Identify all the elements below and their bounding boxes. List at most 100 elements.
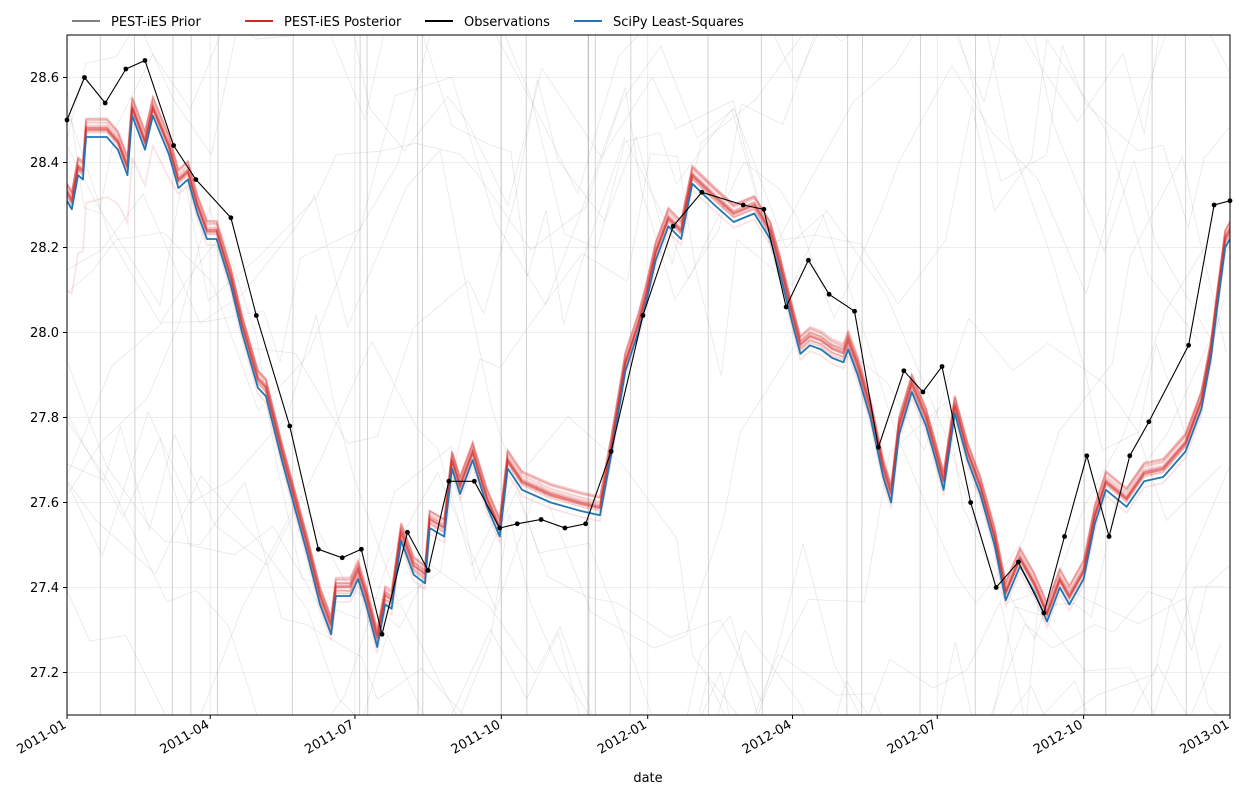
observation-point <box>1016 560 1021 565</box>
observation-point <box>287 424 292 429</box>
legend-label: Observations <box>464 15 550 30</box>
prior-realization <box>67 0 1214 345</box>
posterior-realization <box>67 109 1230 645</box>
observation-markers <box>65 58 1233 637</box>
prior-spike <box>134 35 135 715</box>
observation-point <box>1186 343 1191 348</box>
observation-point <box>1107 534 1112 539</box>
observation-point <box>901 368 906 373</box>
observation-point <box>609 449 614 454</box>
prior-spike <box>172 35 173 715</box>
posterior-realization <box>67 109 1230 637</box>
y-tick-label: 28.4 <box>30 156 59 171</box>
observation-point <box>968 500 973 505</box>
legend-label: SciPy Least-Squares <box>613 15 744 30</box>
observation-point <box>340 555 345 560</box>
observation-point <box>994 585 999 590</box>
y-tick-label: 27.4 <box>30 581 59 596</box>
prior-spike <box>847 35 848 715</box>
prior-spike <box>1185 35 1186 715</box>
observation-point <box>143 58 148 63</box>
legend: PEST-iES Prior PEST-iES Posterior Observat… <box>72 15 744 30</box>
series-lines <box>67 61 1230 648</box>
prior-spike <box>360 35 361 715</box>
observation-point <box>1212 203 1217 208</box>
observation-point <box>1062 534 1067 539</box>
observation-point <box>171 143 176 148</box>
observation-point <box>254 313 259 318</box>
prior-spike <box>630 35 631 715</box>
observation-point <box>852 309 857 314</box>
y-tick-label: 28.2 <box>30 241 59 256</box>
x-axis: 2011-01 2011-04 2011-07 2011-10 2012-01 2012-… <box>14 715 1232 758</box>
observation-point <box>193 177 198 182</box>
prior-realization <box>67 108 1221 755</box>
observation-point <box>316 547 321 552</box>
legend-label: PEST-iES Posterior <box>284 15 402 30</box>
observation-point <box>515 521 520 526</box>
observation-point <box>827 292 832 297</box>
prior-realization <box>67 0 1216 324</box>
observation-point <box>497 526 502 531</box>
x-tick-label: 2013-01 <box>1177 717 1232 757</box>
observation-point <box>876 445 881 450</box>
y-axis: 27.227.427.627.828.028.228.428.6 <box>30 71 67 681</box>
observation-point <box>761 207 766 212</box>
posterior-realization <box>67 108 1230 642</box>
posterior-realization <box>67 108 1230 639</box>
y-tick-label: 27.2 <box>30 666 59 681</box>
observation-point <box>1146 419 1151 424</box>
x-tick-label: 2011-07 <box>302 717 357 757</box>
observation-point <box>359 547 364 552</box>
prior-spike <box>417 35 418 715</box>
y-tick-label: 28.6 <box>30 71 59 86</box>
x-tick-label: 2011-10 <box>449 717 504 757</box>
observation-point <box>563 526 568 531</box>
y-tick-label: 28.0 <box>30 326 59 341</box>
legend-label: PEST-iES Prior <box>111 15 201 30</box>
observation-point <box>405 530 410 535</box>
series-line-observations <box>67 61 1230 635</box>
observation-point <box>472 479 477 484</box>
prior-realization <box>67 154 1206 639</box>
observation-point <box>1041 611 1046 616</box>
posterior-realization <box>67 104 1230 635</box>
observation-point <box>921 390 926 395</box>
observation-point <box>784 305 789 310</box>
prior-spike <box>708 35 709 715</box>
posterior-realization <box>67 99 1230 635</box>
x-tick-label: 2011-04 <box>158 717 213 757</box>
y-tick-label: 27.8 <box>30 411 59 426</box>
observation-point <box>806 258 811 263</box>
plot-frame <box>67 35 1230 715</box>
posterior-realization <box>67 109 1230 638</box>
observation-point <box>741 203 746 208</box>
prior-realization <box>67 150 1210 755</box>
observation-point <box>671 224 676 229</box>
observation-point <box>1084 453 1089 458</box>
prior-spike <box>217 35 218 715</box>
prior-spike <box>761 35 762 715</box>
observation-point <box>380 632 385 637</box>
x-tick-label: 2012-01 <box>595 717 650 757</box>
observation-point <box>123 67 128 72</box>
grid <box>67 35 1230 715</box>
observation-point <box>103 101 108 106</box>
observation-point <box>583 521 588 526</box>
observation-point <box>940 364 945 369</box>
observation-point <box>699 190 704 195</box>
prior-spike <box>292 35 293 715</box>
prior-ensemble <box>67 0 1239 755</box>
observation-point <box>1127 453 1132 458</box>
prior-realization <box>67 0 1233 476</box>
x-tick-label: 2011-01 <box>14 717 69 757</box>
observation-point <box>446 479 451 484</box>
series-line-scipy-least-squares <box>67 116 1230 647</box>
observation-point <box>539 517 544 522</box>
x-tick-label: 2012-04 <box>740 717 795 757</box>
prior-realization <box>67 476 1234 755</box>
prior-realization <box>67 300 1224 756</box>
prior-realization <box>67 361 1220 755</box>
